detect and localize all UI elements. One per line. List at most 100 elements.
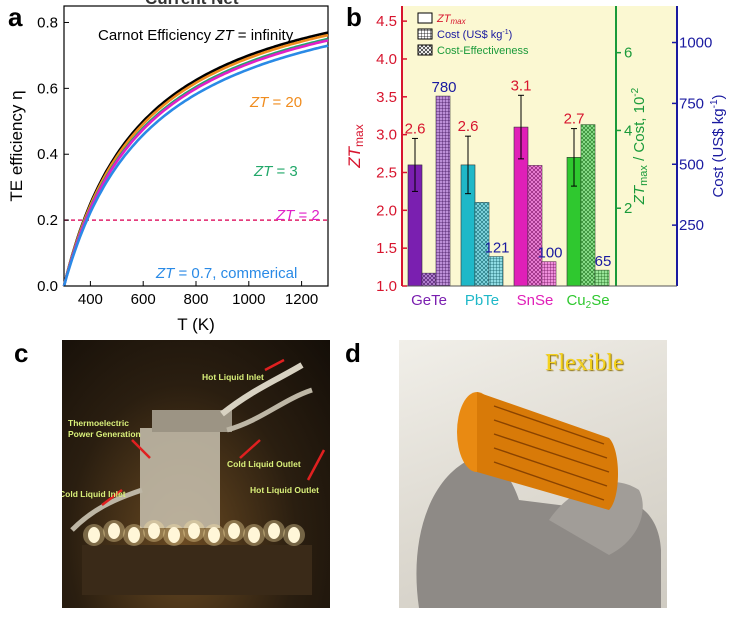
efficiency-chart: a Current Net 400 600 800 1000 1200 0.0 0.2 0.4… — [7, 0, 329, 334]
bulb — [248, 527, 260, 543]
x-axis-label-a: T (K) — [177, 315, 214, 334]
legend-b: ZTmax Cost (US$ kg-1) Cost-Effectiveness — [417, 12, 529, 57]
label-zt2: ZT = 2 — [275, 207, 320, 224]
bar-cost-effectiveness-tint — [422, 273, 436, 286]
arrow-cold-outlet — [239, 439, 261, 459]
ztmax-value-label: 2.7 — [564, 111, 585, 128]
category-label: PbTe — [465, 292, 499, 309]
photo-c-drawing — [70, 358, 326, 595]
hot-inlet-tube — [220, 362, 304, 417]
category-label: SnSe — [517, 292, 554, 309]
legend-swatch-ce — [417, 44, 433, 56]
device-top — [152, 410, 232, 432]
panel-letter-c: c — [14, 338, 29, 368]
panel-letter-a: a — [8, 2, 23, 32]
ztmax-value-label: 3.1 — [511, 77, 532, 94]
bulb — [208, 527, 220, 543]
bulb — [128, 527, 140, 543]
cost-value-label: 780 — [431, 79, 456, 96]
device-block — [140, 428, 220, 528]
flexible-label: Flexible — [545, 350, 624, 376]
label-hot-liquid-inlet: Hot Liquid Inlet — [202, 372, 264, 382]
film-stripe — [493, 447, 608, 487]
category-label: Cu2Se — [566, 292, 609, 311]
y-tick-label-a: 0.4 — [37, 146, 58, 163]
bulb — [168, 527, 180, 543]
chart-a-partial-header: Current Net — [145, 0, 239, 8]
x-tick-label-a: 800 — [183, 291, 208, 308]
bulb — [148, 523, 160, 539]
flexible-device-photo — [399, 340, 667, 608]
panel-letter-d: d — [345, 338, 361, 368]
legend-swatch-cost — [417, 28, 433, 40]
category-label: GeTe — [411, 292, 447, 309]
y-tick-label-a: 0.6 — [37, 80, 58, 97]
bar-cost-effectiveness-tint — [581, 124, 595, 286]
photo-d-drawing — [416, 392, 661, 608]
panel-letter-b: b — [346, 2, 362, 32]
arrow-hot-inlet — [264, 358, 285, 372]
circuit-board — [82, 545, 312, 595]
label-hot-liquid-outlet: Hot Liquid Outlet — [250, 485, 319, 495]
left-tick-label: 3.0 — [376, 127, 397, 144]
right-axis-title: Cost (US$ kg-1) — [709, 94, 727, 197]
cost-value-label: 121 — [484, 240, 509, 257]
left-tick-label: 4.0 — [376, 51, 397, 68]
curve-zt-20 — [62, 33, 329, 287]
x-tick-label-a: 1000 — [232, 291, 265, 308]
label-zt20: ZT = 20 — [249, 94, 302, 111]
film-stripe — [493, 419, 608, 459]
ztmax-value-label: 2.6 — [405, 120, 426, 137]
glove-fingers — [416, 457, 661, 608]
x-tick-label-a: 600 — [131, 291, 156, 308]
bar-cost-effectiveness-tint — [528, 165, 542, 286]
bulb — [108, 523, 120, 539]
middle-tick-label: 4 — [624, 122, 632, 139]
bar-cost-effectiveness-tint — [475, 202, 489, 286]
middle-tick-label: 6 — [624, 45, 632, 62]
ztmax-value-label: 2.6 — [458, 118, 479, 135]
left-tick-label: 1.5 — [376, 240, 397, 257]
bulb — [188, 523, 200, 539]
label-zt07: ZT = 0.7, commerical — [155, 265, 297, 282]
left-tick-label: 2.5 — [376, 164, 397, 181]
right-tick-label: 1000 — [679, 35, 712, 52]
legend-cost: Cost (US$ kg-1) — [437, 29, 512, 41]
glove-thumb — [549, 481, 643, 555]
middle-tick-label: 2 — [624, 200, 632, 217]
bulb — [288, 527, 300, 543]
film-stripe — [493, 433, 610, 473]
left-tick-label: 3.5 — [376, 89, 397, 106]
y-tick-label-a: 0.8 — [37, 14, 58, 31]
cold-inlet-tube — [70, 487, 143, 532]
label-power-generation: Power Generation — [68, 429, 141, 439]
left-tick-label: 1.0 — [376, 278, 397, 295]
arrow-cold-inlet — [101, 489, 123, 506]
label-zt3: ZT = 3 — [253, 163, 298, 180]
cost-effectiveness-chart: b 1.0 1.5 2.0 2.5 3.0 3.5 4.0 4.5 2 4 6 250 500 750 10… — [345, 2, 727, 311]
left-tick-label: 4.5 — [376, 13, 397, 30]
arrow-hot-outlet — [306, 449, 326, 481]
thermoelectric-setup-photo: Hot Liquid Inlet Thermoelectric Power Ge… — [62, 340, 330, 608]
x-tick-label-a: 400 — [78, 291, 103, 308]
legend-ce: Cost-Effectiveness — [437, 45, 529, 57]
x-tick-label-a: 1200 — [285, 291, 318, 308]
bulb — [268, 523, 280, 539]
chart-a-title: Carnot Efficiency ZT = infinity — [98, 27, 294, 44]
cost-value-label: 100 — [537, 245, 562, 262]
curve-zt-2 — [62, 39, 329, 287]
label-cold-liquid-inlet: Cold Liquid Inlet — [62, 489, 126, 499]
bulb — [88, 527, 100, 543]
legend-ztmax: ZTmax — [436, 13, 467, 26]
bulb — [228, 523, 240, 539]
bar-cost-tint — [542, 261, 556, 286]
label-cold-liquid-outlet: Cold Liquid Outlet — [227, 459, 301, 469]
left-tick-label: 2.0 — [376, 202, 397, 219]
film-stripe — [493, 461, 605, 501]
bar-cost-tint — [489, 256, 503, 286]
middle-axis-title: ZTmax / Cost, 10-2 — [630, 87, 650, 205]
film-stripe — [493, 405, 605, 445]
left-axis-title: ZTmax — [345, 124, 366, 168]
right-tick-label: 750 — [679, 95, 704, 112]
right-tick-label: 500 — [679, 156, 704, 173]
